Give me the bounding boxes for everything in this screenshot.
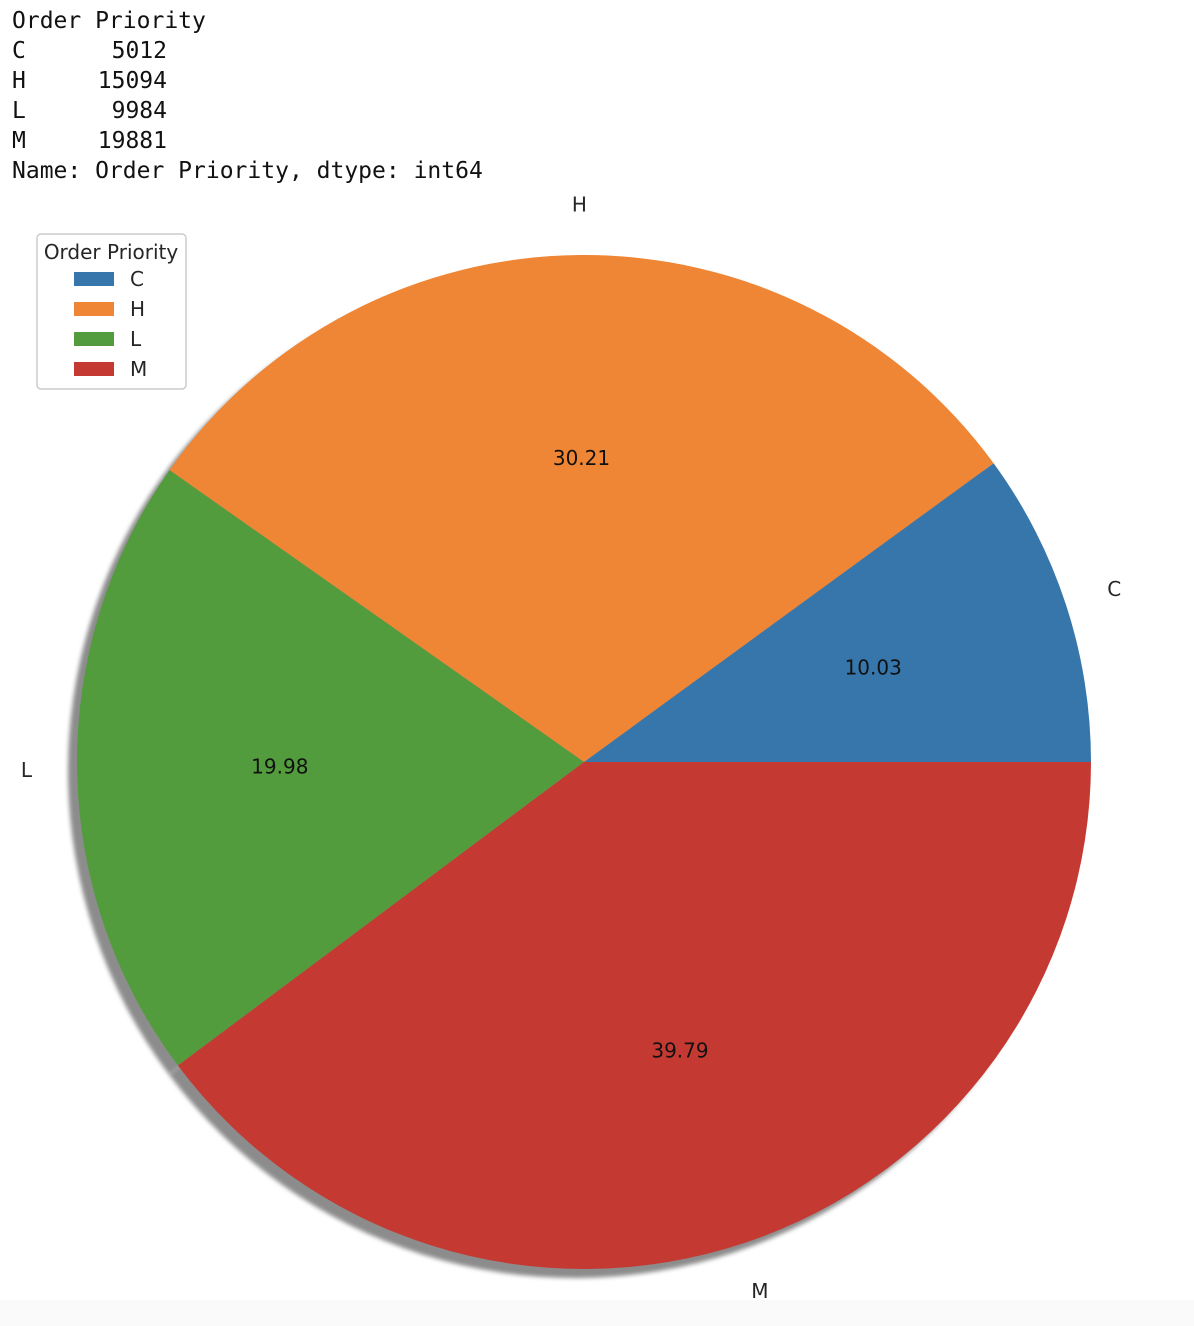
output-row: H 15094 [12,66,483,96]
output-row-key: L [12,98,26,124]
output-row-key: H [12,68,26,94]
output-row-key: M [12,128,26,154]
output-row-value: 9984 [111,98,167,124]
pie-category-label-l: L [21,758,33,782]
pie-percent-label-c: 10.03 [845,656,902,680]
output-footer: Name: Order Priority, dtype: int64 [12,158,483,184]
pie-slice-h [169,255,994,763]
pie-percent-label-m: 39.79 [651,1039,708,1063]
pie-slice-l [77,470,584,1066]
legend-swatch-l [74,332,114,346]
output-row-value: 15094 [97,68,167,94]
pie-category-label-h: H [572,192,587,216]
pie-slice-m [177,762,1091,1270]
legend-label-c: C [130,267,144,291]
output-header: Order Priority [12,8,206,34]
pie-percent-label-h: 30.21 [553,446,610,470]
legend-label-h: H [130,297,145,321]
pie-slices [77,255,1091,1270]
legend-swatch-c [74,272,114,286]
legend-label-l: L [130,327,142,351]
bottom-strip [0,1300,1194,1326]
pie-percent-label-l: 19.98 [251,754,308,778]
output-row-value: 19881 [97,128,167,154]
pie-percent-labels: 10.03 30.21 19.98 39.79 [251,446,902,1063]
output-row: L 9984 [12,96,483,126]
output-row: C 5012 [12,36,483,66]
output-row-value: 5012 [111,38,167,64]
output-row-key: C [12,38,26,64]
legend-swatch-h [74,302,114,316]
legend-label-m: M [130,357,147,381]
legend-title: Order Priority [44,240,179,264]
pie-category-label-m: M [751,1279,768,1300]
output-row: M 19881 [12,126,483,156]
cell-output-text: Order Priority C 5012 H 15094 L 9984 M 19881 Name… [12,6,483,186]
legend-swatch-m [74,362,114,376]
pie-slice-c [584,463,1091,762]
pie-category-label-c: C [1107,577,1121,601]
